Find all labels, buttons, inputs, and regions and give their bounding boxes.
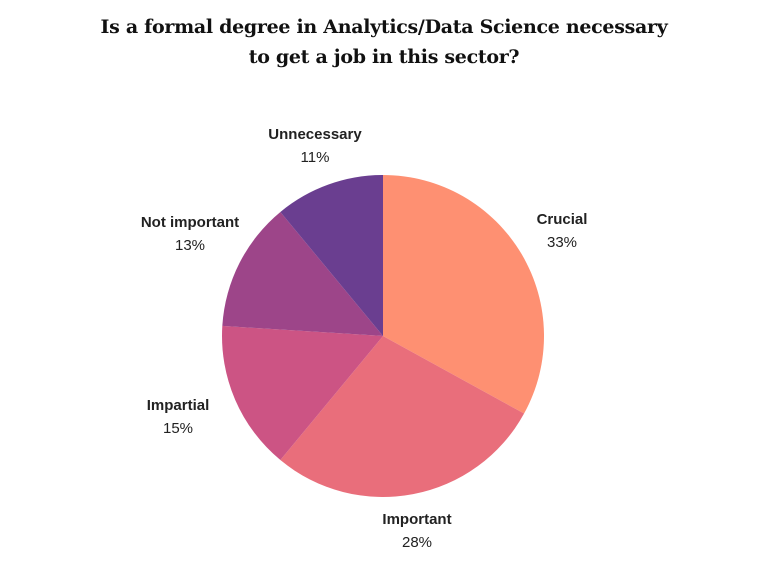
slice-label: Crucial [537, 211, 588, 228]
slice-label: Important [382, 511, 451, 528]
slice-label: Not important [141, 214, 239, 231]
pie-slice-not-important [222, 211, 383, 336]
slice-value-label: 33% [547, 234, 577, 251]
chart-title: Is a formal degree in Analytics/Data Sci… [0, 12, 768, 72]
chart-title-line-1: Is a formal degree in Analytics/Data Sci… [100, 16, 668, 38]
pie-slice-important [280, 336, 525, 497]
slice-value-label: 11% [301, 149, 330, 166]
pie-slice-unnecessary [280, 175, 383, 336]
pie-slice-impartial [222, 325, 383, 461]
slice-value-label: 28% [402, 534, 432, 551]
slice-label: Impartial [147, 397, 210, 414]
pie-slice-crucial [383, 175, 544, 414]
chart-title-line-2: to get a job in this sector? [248, 46, 520, 68]
slice-value-label: 13% [175, 237, 205, 254]
slice-label: Unnecessary [268, 126, 362, 143]
slice-value-label: 15% [163, 420, 193, 437]
